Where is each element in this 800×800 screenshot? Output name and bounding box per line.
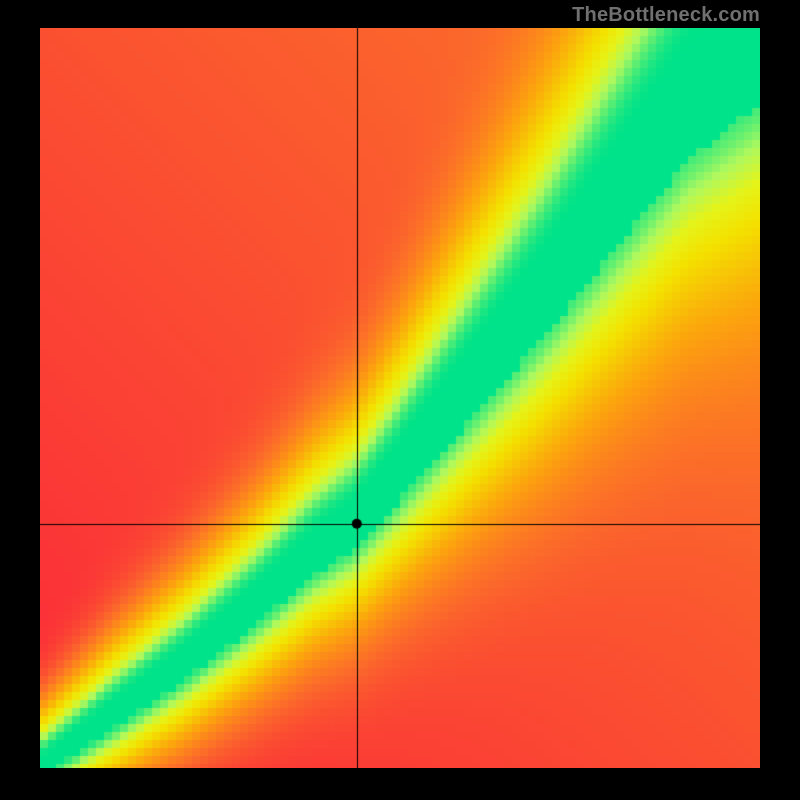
watermark-text: TheBottleneck.com [572, 4, 760, 27]
bottleneck-heatmap [40, 28, 760, 768]
